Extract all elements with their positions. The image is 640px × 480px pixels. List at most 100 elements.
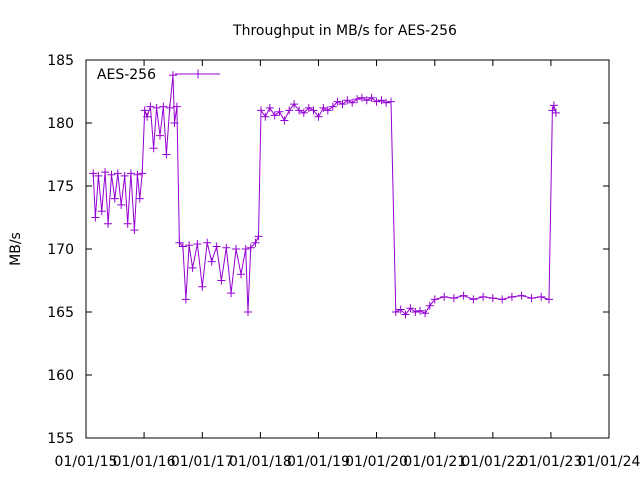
data-point — [97, 207, 106, 216]
data-point — [169, 71, 177, 80]
data-point — [299, 108, 308, 117]
data-point — [421, 309, 430, 318]
data-point — [357, 93, 366, 102]
data-point — [254, 232, 263, 241]
x-tick-label: 01/01/19 — [287, 454, 350, 470]
data-point — [227, 289, 236, 298]
data-point — [343, 96, 352, 105]
y-tick-label: 180 — [47, 116, 74, 132]
data-point — [138, 169, 147, 178]
data-point — [94, 171, 103, 180]
data-point — [323, 106, 332, 115]
chart-title: Throughput in MB/s for AES-256 — [232, 23, 457, 39]
data-point — [120, 171, 129, 180]
legend-label: AES-256 — [97, 67, 156, 83]
y-tick-label: 155 — [47, 431, 74, 447]
legend: AES-256 — [97, 67, 220, 83]
data-point — [537, 292, 546, 301]
data-point — [498, 295, 507, 304]
data-point — [159, 102, 168, 111]
x-tick-label: 01/01/17 — [171, 454, 234, 470]
data-point — [126, 169, 135, 178]
data-point — [113, 169, 122, 178]
data-point — [469, 295, 478, 304]
data-point — [193, 240, 202, 248]
series-line-0 — [92, 75, 557, 316]
y-tick-label: 165 — [47, 305, 74, 321]
data-point — [353, 95, 362, 104]
data-point — [237, 270, 245, 279]
data-point — [162, 150, 171, 159]
data-point — [280, 116, 289, 125]
data-point — [172, 102, 181, 111]
data-point — [222, 243, 231, 252]
data-point — [479, 292, 488, 301]
data-point — [241, 245, 250, 253]
data-point — [333, 97, 342, 106]
data-point — [382, 98, 391, 107]
data-point — [295, 106, 304, 115]
x-tick-label: 01/01/16 — [113, 454, 176, 470]
data-point — [507, 292, 516, 301]
data-point — [101, 168, 110, 177]
data-point — [212, 242, 221, 251]
x-axis: 01/01/1501/01/1601/01/1701/01/1801/01/19… — [55, 60, 640, 470]
data-point — [89, 169, 98, 178]
data-point — [309, 106, 318, 115]
x-tick-label: 01/01/21 — [403, 454, 466, 470]
data-point — [198, 282, 207, 291]
data-point — [545, 295, 553, 304]
data-point — [551, 108, 560, 117]
y-axis: 155 160 165 170 175 180 185 — [47, 53, 609, 447]
data-point — [265, 103, 274, 112]
data-point — [314, 112, 323, 121]
data-point — [165, 103, 174, 112]
data-point — [396, 305, 405, 314]
data-point — [133, 170, 142, 179]
data-point — [416, 306, 425, 315]
data-point — [123, 219, 132, 228]
data-point — [117, 200, 126, 209]
legend-marker — [193, 69, 203, 79]
data-point — [232, 245, 240, 253]
data-point — [328, 102, 337, 111]
x-tick-label: 01/01/20 — [345, 454, 408, 470]
data-point — [140, 106, 149, 115]
data-point — [178, 242, 187, 251]
data-point — [362, 96, 371, 105]
data-point — [401, 310, 410, 319]
x-tick-label: 01/01/23 — [519, 454, 582, 470]
data-point — [244, 308, 252, 316]
data-point — [440, 292, 449, 301]
x-tick-label: 01/01/22 — [461, 454, 524, 470]
data-point — [285, 106, 294, 115]
y-tick-label: 185 — [47, 53, 74, 69]
data-point — [146, 102, 155, 111]
data-point — [391, 308, 400, 316]
data-point — [217, 276, 226, 285]
y-tick-label: 160 — [47, 368, 74, 384]
data-point — [91, 213, 100, 222]
y-tick-label: 170 — [47, 242, 74, 258]
data-point — [143, 112, 152, 121]
data-point — [527, 294, 536, 303]
data-point — [181, 295, 190, 304]
data-point — [549, 101, 558, 110]
data-point — [517, 291, 526, 300]
data-point — [387, 97, 395, 106]
y-axis-label: MB/s — [8, 232, 24, 266]
data-point — [188, 263, 197, 272]
data-point — [107, 170, 116, 179]
x-tick-label: 01/01/15 — [55, 454, 118, 470]
data-point — [156, 131, 164, 140]
data-point — [135, 194, 144, 203]
data-point — [270, 111, 279, 120]
data-point — [430, 295, 439, 304]
data-point — [251, 238, 260, 247]
data-point — [406, 304, 415, 313]
data-point — [149, 144, 158, 153]
data-point — [175, 238, 184, 247]
data-point — [104, 219, 113, 228]
data-point — [261, 112, 270, 121]
data-point — [425, 301, 434, 310]
